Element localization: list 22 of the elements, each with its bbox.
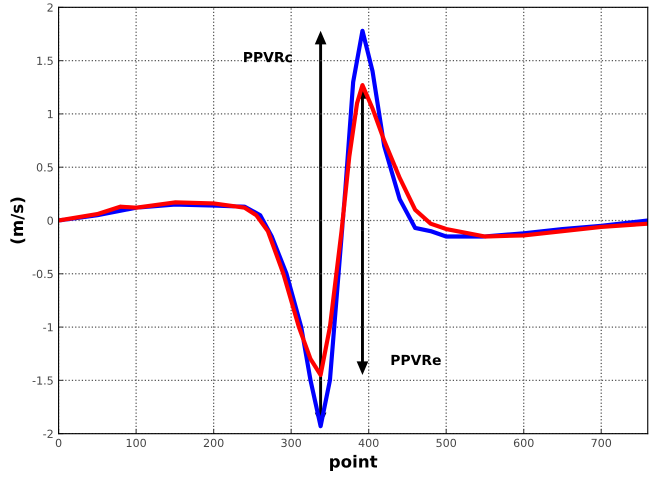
y-tick-label: 2 [47, 3, 53, 12]
x-tick-label: 0 [56, 438, 62, 448]
x-tick-label: 700 [592, 438, 612, 448]
x-tick-label: 600 [514, 438, 534, 448]
y-tick-label: 1 [48, 110, 53, 118]
y-tick-label: -1 [43, 323, 53, 332]
y-tick-label: 1.5 [37, 56, 53, 66]
y-tick-label: 0 [47, 216, 53, 225]
x-tick-label: 300 [281, 438, 302, 448]
x-tick-label: 100 [126, 438, 146, 448]
y-axis-title: (m/s) [10, 198, 26, 244]
y-tick-label: -2 [43, 430, 53, 438]
x-tick-label: 200 [204, 438, 224, 448]
y-tick-label: 0.5 [36, 163, 53, 172]
y-tick-label: -1.5 [32, 376, 53, 385]
x-axis-title: point [330, 454, 378, 471]
annotation: PPVRc [244, 52, 292, 62]
x-tick-label: 500 [436, 438, 456, 448]
y-tick-label: -0.5 [32, 270, 53, 278]
line-series [58, 83, 648, 378]
annotation: PPVRe [392, 354, 441, 366]
x-tick-label: 400 [358, 438, 379, 448]
